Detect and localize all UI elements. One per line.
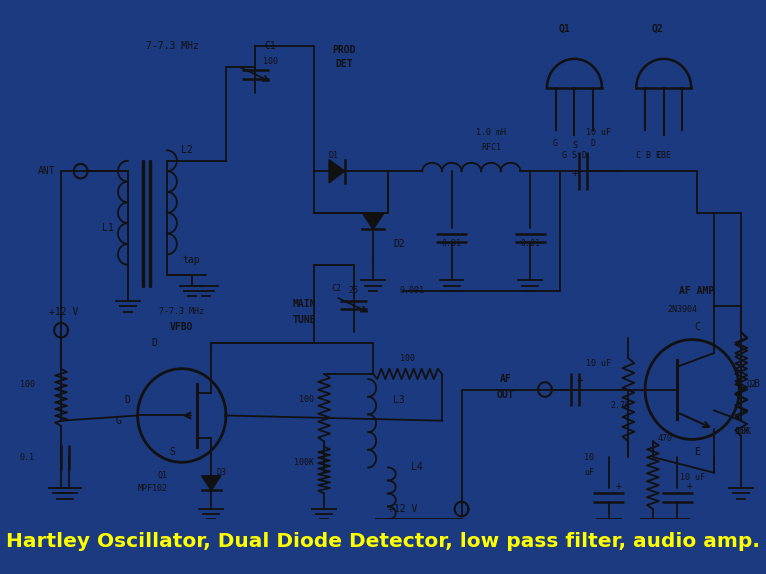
Text: Q2: Q2: [746, 380, 756, 389]
Text: D3: D3: [216, 468, 226, 477]
Text: C1: C1: [264, 41, 276, 52]
Text: 10: 10: [584, 452, 594, 461]
Text: 10 uF: 10 uF: [587, 128, 611, 137]
Text: 100: 100: [263, 57, 277, 67]
Text: G S D: G S D: [562, 151, 587, 160]
Text: D1: D1: [329, 151, 339, 160]
Text: C B E: C B E: [636, 151, 660, 160]
Text: C2: C2: [332, 284, 342, 293]
Text: DET: DET: [335, 59, 352, 69]
Text: 100: 100: [400, 354, 415, 363]
Text: 2.7K: 2.7K: [611, 401, 630, 410]
Text: CBE: CBE: [656, 151, 671, 160]
Text: RFC1: RFC1: [481, 143, 501, 152]
Text: 2N3904: 2N3904: [667, 305, 697, 314]
Text: 7-7.3 MHz: 7-7.3 MHz: [146, 41, 198, 52]
Text: uF: uF: [584, 468, 594, 477]
Text: PROD: PROD: [332, 45, 355, 55]
Text: L4: L4: [411, 463, 424, 472]
Text: 470: 470: [658, 434, 673, 443]
Polygon shape: [362, 213, 385, 230]
Text: +12 V: +12 V: [49, 307, 79, 316]
Text: C: C: [694, 322, 700, 332]
Text: 10K: 10K: [736, 426, 751, 436]
Text: MPF102: MPF102: [137, 484, 167, 492]
Text: Hartley Oscillator, Dual Diode Detector, low pass filter, audio amp.: Hartley Oscillator, Dual Diode Detector,…: [6, 532, 760, 551]
Text: 10 uF: 10 uF: [587, 359, 611, 368]
Text: 10 uF: 10 uF: [679, 474, 705, 482]
Text: tap: tap: [183, 254, 201, 265]
Text: +: +: [686, 481, 692, 491]
Text: 7-7.3 MHz: 7-7.3 MHz: [159, 307, 205, 316]
Text: L1: L1: [103, 223, 114, 234]
Text: 0.1: 0.1: [20, 452, 34, 461]
Text: 0.01: 0.01: [520, 239, 540, 249]
Text: AF AMP: AF AMP: [679, 286, 715, 296]
Text: 100K: 100K: [294, 458, 314, 467]
Text: L2: L2: [181, 145, 192, 156]
Text: L3: L3: [393, 395, 404, 405]
Text: B: B: [753, 379, 759, 389]
Text: G: G: [115, 416, 121, 426]
Text: MAIN: MAIN: [293, 299, 316, 309]
Text: 0.01: 0.01: [442, 239, 462, 249]
Text: D: D: [125, 395, 131, 405]
Text: 25: 25: [349, 286, 358, 295]
Text: 1.0 mH: 1.0 mH: [476, 128, 506, 137]
Text: +: +: [577, 375, 584, 385]
Text: TUNE: TUNE: [293, 315, 316, 325]
Text: Q2: Q2: [652, 24, 663, 34]
Text: Q1: Q1: [157, 471, 167, 480]
Text: E: E: [694, 447, 700, 457]
Text: 56K: 56K: [735, 426, 749, 436]
Text: D: D: [591, 138, 595, 148]
Text: D2: D2: [394, 239, 405, 249]
Text: Q1: Q1: [558, 24, 571, 34]
Text: D: D: [152, 338, 157, 348]
Text: S: S: [169, 447, 175, 457]
Text: VFBO: VFBO: [170, 322, 194, 332]
Text: 100: 100: [300, 395, 314, 405]
Text: +: +: [571, 168, 578, 179]
Polygon shape: [201, 476, 221, 490]
Text: 100: 100: [20, 380, 34, 389]
Text: AF: AF: [500, 374, 512, 384]
Polygon shape: [329, 160, 345, 183]
Text: OUT: OUT: [497, 390, 515, 400]
Text: S: S: [572, 141, 577, 150]
Text: ANT: ANT: [38, 166, 55, 176]
Text: +: +: [616, 481, 621, 491]
Text: 0.001: 0.001: [400, 286, 425, 295]
Text: +12 V: +12 V: [388, 504, 417, 514]
Text: G: G: [552, 138, 558, 148]
